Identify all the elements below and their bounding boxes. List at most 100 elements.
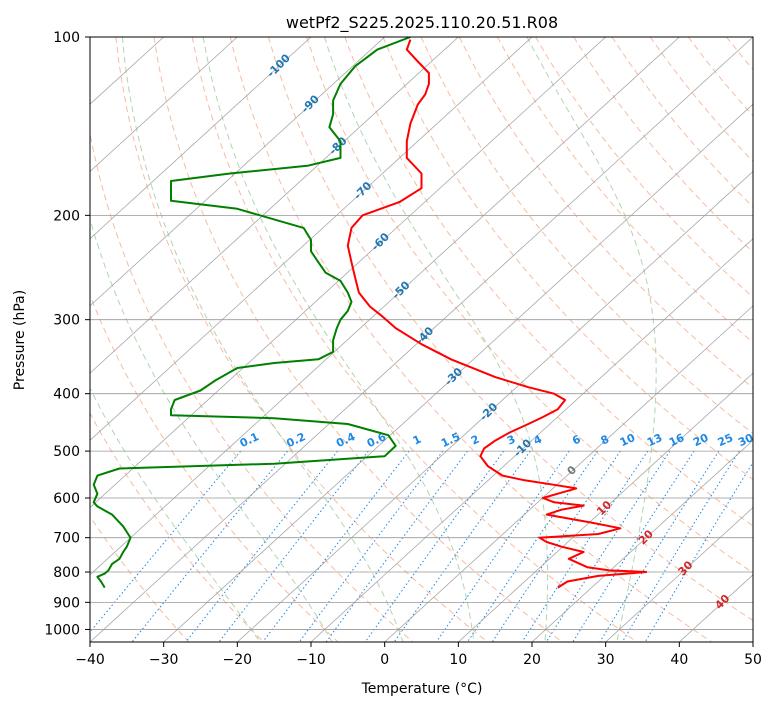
mixing-ratio-label: 1.5 — [439, 430, 462, 450]
x-tick-label: 50 — [744, 652, 762, 668]
mixing-ratio-line — [491, 450, 621, 642]
x-tick-label: 40 — [670, 652, 688, 668]
dry-adiabat — [611, 37, 753, 208]
dry-adiabat — [90, 515, 190, 642]
mixing-ratio-line — [572, 450, 695, 642]
dry-adiabat — [726, 37, 753, 71]
x-axis-label: Temperature (°C) — [361, 681, 483, 697]
mixing-ratio-line — [364, 450, 505, 642]
mixing-ratio-label: 30 — [736, 431, 756, 449]
isotherm-line — [90, 37, 753, 642]
x-axis: −40 −30 −20 −10 0 10 20 30 40 50 — [75, 642, 762, 668]
isotherm-line — [90, 37, 459, 374]
isotherm-line — [90, 37, 606, 509]
dry-adiabat — [687, 37, 753, 117]
x-tick-label: 10 — [449, 652, 467, 668]
y-tick-label: 1000 — [44, 622, 80, 638]
dry-adiabat — [496, 37, 753, 344]
y-tick-label: 200 — [53, 208, 80, 224]
y-tick-label: 800 — [53, 565, 80, 581]
dry-adiabat — [229, 37, 712, 642]
isotherm-line — [90, 37, 680, 576]
mixing-ratio-line — [435, 450, 570, 642]
mixing-ratio-label: 36 — [757, 431, 775, 449]
mixing-ratio-line — [185, 450, 338, 642]
x-tick-label: −30 — [149, 652, 179, 668]
dry-adiabat — [90, 131, 414, 642]
x-tick-label: −40 — [75, 652, 105, 668]
dry-adiabat — [458, 37, 753, 389]
mixing-ratio-label: 10 — [618, 431, 638, 449]
moist-adiabat — [526, 37, 657, 642]
x-tick-label: −20 — [223, 652, 253, 668]
x-tick-label: 0 — [380, 652, 389, 668]
mixing-ratio-line — [262, 450, 410, 642]
isotherm-line — [90, 37, 533, 441]
mixing-ratio-line — [325, 450, 468, 642]
isotherm-line — [90, 37, 385, 307]
mixing-ratio-line — [621, 450, 740, 642]
chart-title: wetPf2_S225.2025.110.20.51.R08 — [286, 13, 558, 33]
y-tick-label: 100 — [53, 30, 80, 46]
y-tick-label: 300 — [53, 313, 80, 329]
dry-adiabat — [90, 293, 339, 642]
y-tick-label: 500 — [53, 444, 80, 460]
y-tick-label: 700 — [53, 531, 80, 547]
mixing-ratio-line — [393, 450, 531, 642]
series-lines — [92, 37, 648, 589]
mixing-ratio-label: 1 — [411, 433, 423, 448]
isotherm-line — [163, 103, 753, 642]
y-axis: 100 200 300 400 500 600 700 800 900 1000 — [44, 30, 90, 638]
dry-adiabat — [649, 37, 753, 163]
isotherm-line — [531, 439, 753, 642]
y-axis-label: Pressure (hPa) — [12, 290, 28, 390]
mixing-ratio-line — [298, 450, 444, 642]
moist-adiabat — [202, 37, 475, 642]
isotherm-line — [752, 641, 753, 642]
dry-adiabat — [420, 37, 753, 435]
mixing-ratio-label: 2 — [469, 433, 481, 448]
mixing-ratio-line — [90, 450, 242, 633]
mixing-ratio-line — [521, 450, 649, 642]
temperature-line — [346, 39, 648, 589]
x-tick-label: −10 — [296, 652, 326, 668]
isotherm-line — [458, 372, 753, 642]
isotherm-line — [384, 305, 753, 642]
isotherm-line — [310, 238, 753, 642]
dry-adiabat — [153, 37, 563, 642]
moist-adiabat — [121, 37, 404, 642]
x-tick-label: 30 — [597, 652, 615, 668]
dry-adiabat — [191, 37, 638, 642]
dry-adiabat — [573, 37, 753, 253]
y-tick-label: 900 — [53, 595, 80, 611]
mixing-ratio-label: 0.1 — [238, 430, 261, 450]
y-tick-label: 600 — [53, 491, 80, 507]
dewpoint-line — [92, 37, 411, 589]
isotherm-line — [90, 37, 238, 172]
y-tick-label: 400 — [53, 387, 80, 403]
isotherm-labels: -100-90-80-70-60-50-40-30-20-10010203040… — [238, 51, 775, 612]
isotherm-label: -100 — [264, 51, 293, 80]
x-tick-label: 20 — [523, 652, 541, 668]
moist-adiabat — [324, 37, 548, 642]
dry-adiabat — [268, 37, 753, 622]
moist-adiabat — [90, 387, 261, 642]
plot-frame — [89, 36, 754, 643]
dry-adiabat — [765, 37, 775, 642]
isotherm-line — [237, 170, 753, 642]
mixing-ratio-line — [467, 450, 599, 642]
mixing-ratio-line — [218, 450, 369, 642]
mixing-ratio-label: 6 — [570, 432, 583, 447]
mixing-ratio-label: 16 — [667, 431, 687, 449]
mixing-ratio-label: 25 — [716, 431, 735, 449]
mixing-ratio-line — [131, 450, 288, 642]
grid-lines — [90, 37, 753, 642]
mixing-ratio-label: 20 — [691, 431, 711, 449]
mixing-ratio-label: 0.6 — [365, 430, 388, 450]
isotherm-line — [90, 37, 312, 240]
isotherm-line — [605, 507, 753, 642]
moist-adiabat — [90, 217, 333, 642]
dry-adiabat — [115, 37, 488, 642]
